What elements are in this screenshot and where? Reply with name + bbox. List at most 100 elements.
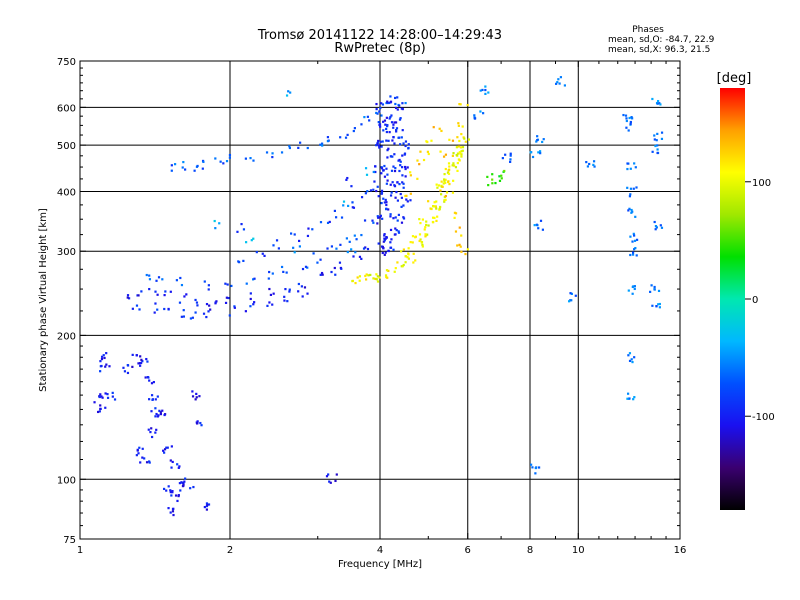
echo-point [434, 205, 437, 208]
echo-point [443, 199, 446, 202]
echo-point [385, 201, 388, 204]
echo-point [113, 398, 117, 401]
echo-point [167, 485, 170, 488]
echo-point [542, 138, 545, 141]
echo-point [102, 354, 105, 357]
echo-point [437, 184, 441, 187]
x-tick-label: 16 [674, 545, 687, 556]
echo-point [355, 238, 358, 241]
echo-point [154, 302, 157, 305]
echo-point [104, 365, 107, 368]
echo-point [184, 477, 187, 480]
echo-point [139, 461, 142, 464]
echo-point [157, 276, 161, 279]
echo-point [407, 253, 410, 256]
echo-point [127, 297, 131, 300]
echo-point [631, 240, 634, 243]
echo-point [298, 245, 301, 248]
echo-point [657, 303, 660, 306]
echo-point [460, 155, 463, 158]
echo-point [271, 152, 274, 155]
echo-point [354, 251, 357, 254]
echo-point [396, 96, 399, 99]
echo-point [443, 178, 446, 181]
echo-point [402, 217, 406, 220]
echo-point [365, 273, 368, 276]
echo-point [414, 236, 417, 239]
x-tick-label: 6 [465, 545, 471, 556]
echo-point [377, 144, 380, 147]
echo-point [176, 499, 179, 503]
echo-point [452, 164, 456, 167]
echo-point [391, 181, 394, 184]
echo-point [126, 296, 129, 299]
echo-point [227, 296, 230, 300]
echo-point [100, 357, 104, 361]
echo-point [106, 396, 110, 399]
echo-point [289, 91, 292, 94]
echo-point [244, 157, 247, 160]
echo-point [625, 119, 628, 123]
echo-point [99, 404, 102, 407]
echo-point [389, 95, 392, 98]
y-axis-ticks: 75 100 200 300 400 500 600 750 [57, 57, 680, 546]
echo-point [363, 115, 366, 119]
colorbar-ticks: 100 0 -100 [745, 178, 775, 423]
colorbar [720, 88, 745, 510]
echo-point [327, 473, 330, 476]
echo-point [376, 222, 379, 225]
echo-point [456, 161, 459, 165]
echo-point [401, 265, 404, 268]
echo-point [380, 172, 383, 175]
echo-point [462, 136, 465, 139]
y-tick-label: 200 [57, 331, 76, 342]
echo-point [533, 224, 536, 227]
echo-point [395, 229, 398, 232]
echo-point [162, 487, 166, 491]
echo-point [222, 162, 225, 165]
echo-point [146, 376, 149, 379]
echo-point [627, 354, 630, 357]
echo-point [444, 153, 448, 156]
echo-point [159, 413, 162, 416]
echo-point [398, 136, 401, 139]
echo-point [277, 247, 280, 250]
echo-point [252, 237, 255, 240]
echo-point [588, 162, 591, 166]
y-tick-label: 500 [57, 141, 76, 152]
echo-point [452, 162, 455, 165]
echo-point [326, 136, 330, 139]
echo-point [654, 224, 658, 228]
echo-point [319, 273, 322, 276]
echo-point [339, 243, 342, 246]
echo-point [163, 307, 166, 311]
echo-point [418, 218, 421, 221]
echo-point [380, 114, 383, 117]
echo-point [427, 200, 430, 203]
echo-point [182, 309, 185, 312]
echo-point [536, 139, 539, 142]
echo-point [202, 312, 206, 315]
echo-point [207, 288, 210, 291]
echo-point [376, 185, 379, 188]
echo-point [421, 243, 424, 247]
echo-point [390, 114, 393, 117]
echo-point [352, 255, 355, 258]
y-tick-label: 600 [57, 103, 76, 114]
echo-point [208, 304, 211, 307]
echo-point [416, 177, 419, 180]
y-tick-label: 400 [57, 187, 76, 198]
echo-point [377, 216, 380, 219]
echo-point [395, 130, 398, 133]
echo-point [300, 285, 303, 288]
echo-point [103, 356, 106, 360]
echo-point [351, 201, 354, 204]
echo-point [96, 410, 100, 414]
echo-point [399, 143, 402, 146]
echo-point [425, 223, 428, 227]
echo-point [156, 293, 159, 296]
echo-point [154, 407, 157, 410]
echo-point [401, 102, 404, 105]
echo-point [198, 395, 201, 398]
echo-point [570, 299, 573, 302]
